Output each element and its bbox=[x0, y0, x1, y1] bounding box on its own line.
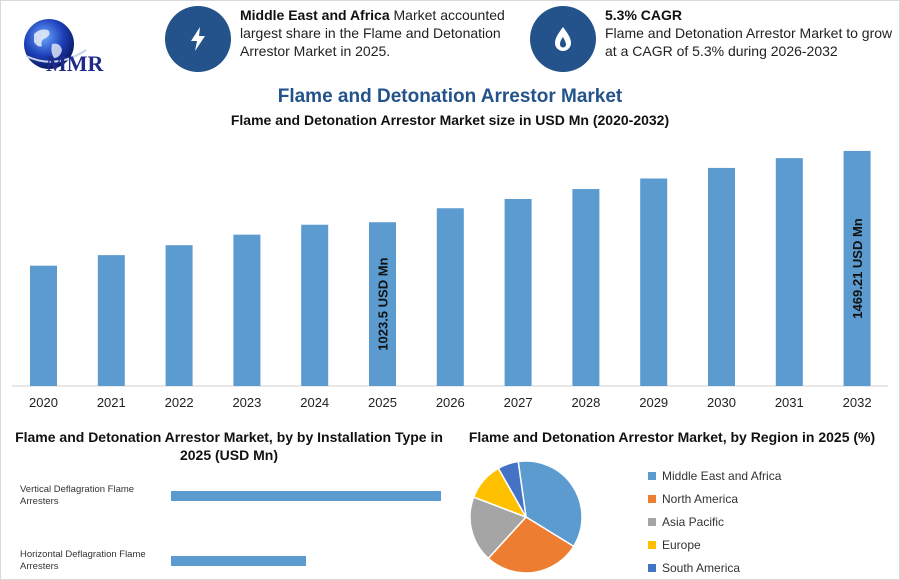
x-tick-label: 2025 bbox=[368, 395, 397, 410]
x-tick-label: 2028 bbox=[571, 395, 600, 410]
bar-2021 bbox=[97, 255, 125, 386]
info-largest-share-bold: Middle East and Africa bbox=[240, 7, 390, 23]
legend-swatch bbox=[648, 517, 656, 526]
x-tick-label: 2021 bbox=[97, 395, 126, 410]
bar-2030 bbox=[708, 167, 735, 386]
globe-icon bbox=[24, 19, 74, 69]
bar-2025 bbox=[369, 222, 396, 386]
logo-text: MMR bbox=[46, 51, 105, 76]
x-tick-label: 2032 bbox=[843, 395, 872, 410]
x-tick-label: 2027 bbox=[504, 395, 533, 410]
info-cagr: 5.3% CAGR Flame and Detonation Arrestor M… bbox=[530, 6, 900, 72]
bar-2032 bbox=[843, 150, 871, 386]
bar-2022 bbox=[165, 245, 193, 386]
info-largest-share-body: Market accounted largest share in the Fl… bbox=[240, 7, 505, 59]
flame-drop-icon bbox=[530, 6, 596, 72]
legend-item: North America bbox=[648, 488, 781, 511]
pie-slice-middle-east-and-africa bbox=[517, 460, 583, 548]
legend-item: Middle East and Africa bbox=[648, 465, 781, 488]
x-tick-label: 2030 bbox=[707, 395, 736, 410]
info-largest-share: Middle East and Africa Market accounted … bbox=[165, 6, 515, 72]
legend-label: Middle East and Africa bbox=[662, 469, 782, 484]
legend-swatch bbox=[648, 495, 656, 504]
bar-2029 bbox=[640, 178, 668, 386]
lightning-icon bbox=[165, 6, 231, 72]
region-chart-title: Flame and Detonation Arrestor Market, by… bbox=[468, 429, 876, 445]
x-tick-label: 2020 bbox=[29, 395, 58, 410]
bar-2026 bbox=[436, 208, 464, 386]
chart-main-title: Flame and Detonation Arrestor Market bbox=[277, 86, 623, 107]
hbar-vertical bbox=[171, 491, 441, 501]
legend-swatch bbox=[648, 540, 656, 549]
x-tick-label: 2031 bbox=[775, 395, 804, 410]
chart-subtitle: Flame and Detonation Arrestor Market siz… bbox=[230, 112, 670, 128]
mmr-logo: MMR bbox=[24, 19, 105, 76]
pie-slice-north-america bbox=[487, 516, 575, 574]
region-legend: Middle East and Africa North America Asia … bbox=[648, 465, 781, 579]
bar-2028 bbox=[572, 189, 600, 386]
data-label: 1469.21 USD Mn bbox=[850, 218, 865, 318]
bar-2020 bbox=[30, 265, 57, 386]
x-tick-label: 2023 bbox=[232, 395, 261, 410]
x-tick-label: 2029 bbox=[639, 395, 668, 410]
data-label: 1023.5 USD Mn bbox=[376, 257, 391, 350]
installation-bar-chart: Vertical Deflagration Flame Arresters Hori… bbox=[20, 484, 441, 572]
info-cagr-text: 5.3% CAGR Flame and Detonation Arrestor M… bbox=[605, 6, 900, 60]
market-size-bar-chart: 2020 2021 2022 2023 2024 2025 1023.5 USD Mn 202… bbox=[12, 150, 888, 410]
legend-item: Europe bbox=[648, 533, 781, 556]
region-pie-chart bbox=[469, 460, 583, 574]
legend-label: North America bbox=[662, 492, 739, 507]
bar-2027 bbox=[504, 198, 532, 386]
legend-label: South America bbox=[662, 560, 741, 575]
x-tick-label: 2026 bbox=[436, 395, 465, 410]
hbar-category-label: Horizontal Deflagration Flame Arresters bbox=[20, 549, 146, 572]
info-largest-share-text: Middle East and Africa Market accounted … bbox=[240, 6, 515, 60]
legend-swatch bbox=[648, 472, 656, 481]
legend-swatch bbox=[648, 563, 656, 572]
installation-chart-title: Flame and Detonation Arrestor Market, by… bbox=[15, 429, 443, 463]
hbar-horizontal bbox=[171, 556, 306, 566]
bar-2031 bbox=[775, 158, 803, 386]
x-tick-label: 2024 bbox=[300, 395, 329, 410]
bar-2023 bbox=[233, 234, 261, 386]
hbar-category-label: Vertical Deflagration Flame Arresters bbox=[20, 484, 134, 507]
legend-label: Europe bbox=[662, 537, 701, 552]
legend-item: South America bbox=[648, 556, 781, 579]
bar-2024 bbox=[301, 224, 329, 386]
legend-label: Asia Pacific bbox=[662, 514, 725, 529]
pie-slice-south-america bbox=[497, 460, 527, 518]
x-tick-label: 2022 bbox=[165, 395, 194, 410]
legend-item: Asia Pacific bbox=[648, 511, 781, 534]
info-cagr-body: Flame and Detonation Arrestor Market to … bbox=[605, 25, 893, 59]
info-cagr-bold: 5.3% CAGR bbox=[605, 7, 683, 23]
